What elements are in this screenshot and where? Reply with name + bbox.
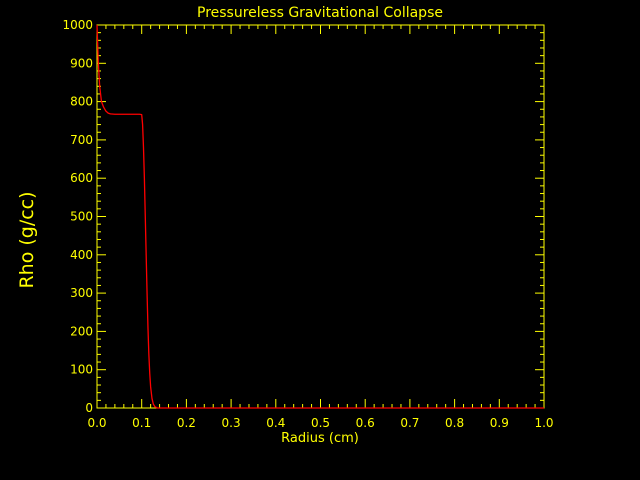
- x-tick-label: 0.7: [400, 416, 419, 430]
- x-tick-label: 0.9: [490, 416, 509, 430]
- y-tick-label: 0: [85, 401, 93, 415]
- x-tick-label: 0.0: [87, 416, 106, 430]
- x-tick-label: 0.2: [177, 416, 196, 430]
- y-tick-label: 300: [70, 286, 93, 300]
- y-tick-label: 700: [70, 133, 93, 147]
- x-tick-label: 0.3: [222, 416, 241, 430]
- x-axis-tick-labels: 0.0 0.1 0.2 0.3 0.4 0.5 0.6 0.7 0.8 0.9 1.0: [87, 416, 553, 430]
- x-tick-label: 0.8: [445, 416, 464, 430]
- x-tick-label: 0.5: [311, 416, 330, 430]
- y-tick-label: 900: [70, 56, 93, 70]
- y-axis-ticks: [97, 24, 544, 409]
- y-tick-label: 100: [70, 363, 93, 377]
- y-axis-label: Rho (g/cc): [16, 191, 38, 288]
- y-axis-tick-labels: 0 100 200 300 400 500 600 700 800 900 1000: [62, 18, 93, 415]
- chart-title: Pressureless Gravitational Collapse: [197, 5, 443, 21]
- y-tick-label: 400: [70, 248, 93, 262]
- y-tick-label: 200: [70, 324, 93, 338]
- y-tick-label: 500: [70, 210, 93, 224]
- x-tick-label: 0.4: [266, 416, 285, 430]
- x-tick-label: 0.1: [132, 416, 151, 430]
- x-tick-label: 1.0: [534, 416, 553, 430]
- y-tick-label: 800: [70, 95, 93, 109]
- y-tick-label: 600: [70, 171, 93, 185]
- x-axis-label: Radius (cm): [281, 431, 359, 446]
- series-line-1: [96, 24, 544, 409]
- x-tick-label: 0.6: [356, 416, 375, 430]
- y-tick-label: 1000: [62, 18, 93, 32]
- series-layer: [96, 24, 544, 409]
